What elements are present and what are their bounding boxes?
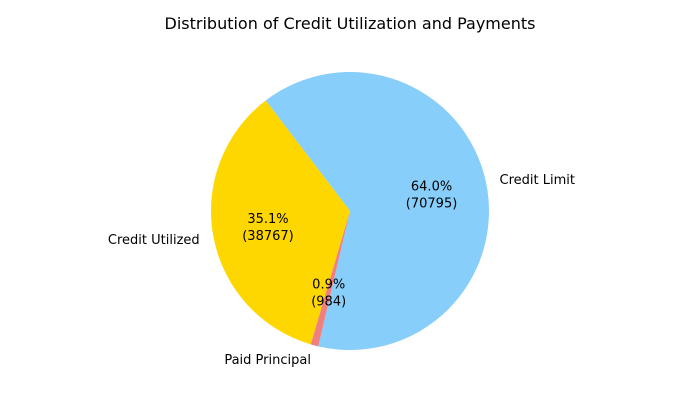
pct-label-credit-limit: 64.0% (70795) [406, 180, 458, 212]
abs-value-credit-utilized: (38767) [242, 229, 294, 244]
pie-slices [210, 72, 489, 351]
chart-title: Distribution of Credit Utilization and P… [165, 14, 536, 33]
pct-value-credit-utilized: 35.1% [247, 212, 288, 227]
pie-slice-paid-principal [310, 211, 350, 347]
pie-slice-credit-utilized [210, 100, 350, 345]
abs-value-credit-limit: (70795) [406, 197, 458, 212]
slice-label-paid-principal: Paid Principal [224, 353, 311, 368]
pie-slice-credit-limit [265, 72, 489, 351]
pct-value-credit-limit: 64.0% [411, 180, 452, 195]
pie-labels: Credit Limit 64.0% (70795) Credit Utilized 3… [108, 173, 575, 368]
slice-label-credit-utilized: Credit Utilized [108, 233, 200, 248]
slice-label-credit-limit: Credit Limit [500, 173, 575, 188]
pct-value-paid-principal: 0.9% [312, 278, 345, 293]
abs-value-paid-principal: (984) [311, 295, 346, 310]
pct-label-paid-principal: 0.9% (984) [311, 278, 346, 310]
pct-label-credit-utilized: 35.1% (38767) [242, 212, 294, 244]
